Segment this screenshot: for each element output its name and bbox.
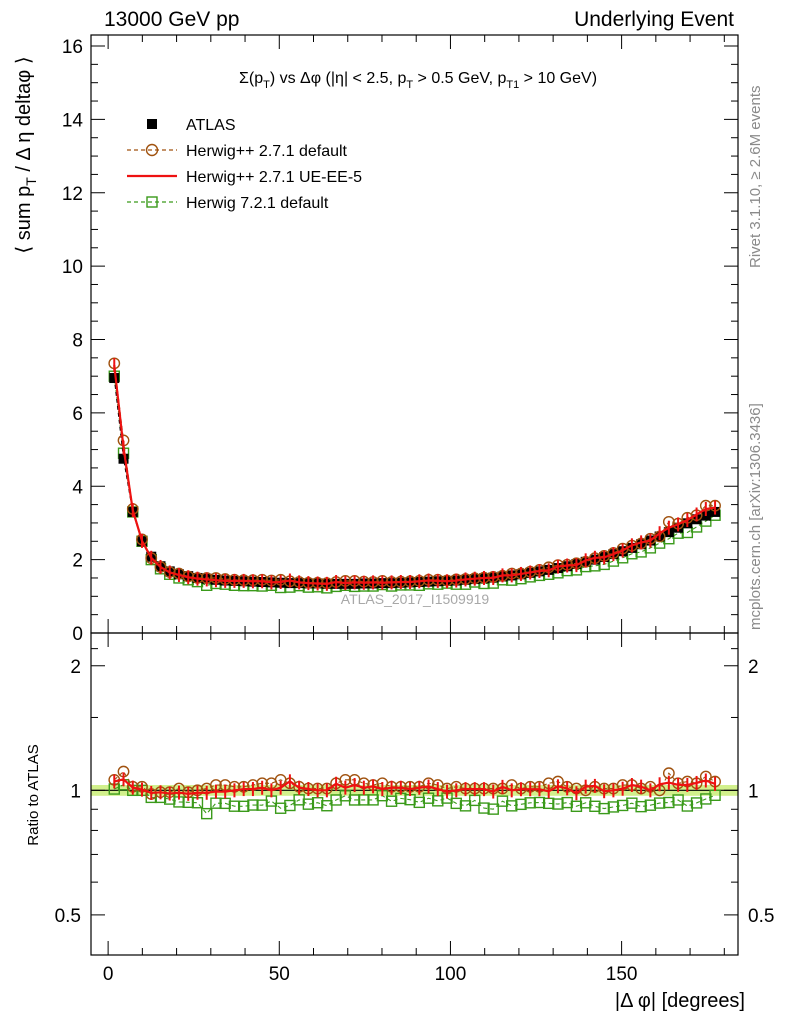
ratio-herwig7-default-point xyxy=(256,799,268,811)
ratio-herwig7-default-point xyxy=(644,799,657,811)
ratio-herwig7-default-point xyxy=(478,802,490,814)
ratio-herwig7-default-point xyxy=(367,794,379,806)
x-tick-label: 150 xyxy=(606,964,638,985)
legend-label-herwigpp-default: Herwig++ 2.7.1 default xyxy=(186,143,348,160)
ratio-herwig7-default-point xyxy=(237,800,250,813)
herwigpp-ueee5-series xyxy=(113,358,717,591)
ratio-y-tick-label: 1 xyxy=(70,781,81,802)
rivet-version-label: Rivet 3.1.10, ≥ 2.6M events xyxy=(747,85,764,269)
ratio-herwig7-default-point xyxy=(653,797,666,809)
ratio-herwig7-default-point xyxy=(552,798,564,810)
legend-entry-atlas: ATLAS xyxy=(147,117,236,134)
ratio-herwig7-default-point xyxy=(607,801,620,813)
ratio-y-tick-label-right: 2 xyxy=(748,657,759,678)
ratio-herwig7-default-point xyxy=(635,800,647,813)
legend: ATLAS Herwig++ 2.7.1 default Herwig++ 2.… xyxy=(127,117,362,212)
plot-title: Σ(pT) vs Δφ (|η| < 2.5, pT > 0.5 GeV, pT… xyxy=(239,70,597,91)
ratio-herwig7-default-point xyxy=(413,796,425,809)
main-y-tick-label: 8 xyxy=(72,331,83,352)
x-tick-label: 0 xyxy=(103,964,114,985)
legend-label-herwigpp-ueee5: Herwig++ 2.7.1 UE-EE-5 xyxy=(186,169,362,186)
herwigpp-default-series xyxy=(108,357,721,590)
ratio-herwig7-default-point xyxy=(247,799,259,811)
main-y-tick-label: 10 xyxy=(62,257,83,278)
ratio-herwig7-default-point xyxy=(579,797,592,809)
ratio-herwig7-default-point xyxy=(700,793,712,805)
ratio-herwig7-default-point xyxy=(533,796,546,809)
ratio-herwig7-default-point xyxy=(201,807,213,820)
ratio-y-tick-label-right: 1 xyxy=(748,781,759,802)
main-y-tick-label: 4 xyxy=(72,477,83,498)
ratio-herwig7-default-point xyxy=(672,794,684,806)
atlas-data-point xyxy=(109,373,120,384)
legend-marker-atlas xyxy=(147,119,157,129)
main-y-tick-label: 2 xyxy=(72,551,83,572)
ratio-herwig7-default-point xyxy=(348,794,361,806)
ratio-herwig7-default-point xyxy=(681,800,694,812)
ratio-herwig7-default-point xyxy=(598,802,610,815)
main-y-tick-label: 6 xyxy=(72,404,83,425)
ratio-herwig7-default-point xyxy=(690,797,703,809)
header-left: 13000 GeV pp xyxy=(104,8,240,31)
ratio-herwig7-default-point xyxy=(616,799,629,812)
main-y-tick-label: 0 xyxy=(72,624,83,645)
ratio-herwig7-default-point xyxy=(515,798,527,811)
ratio-herwig7-default-point xyxy=(321,800,333,812)
header-right: Underlying Event xyxy=(574,8,734,31)
ratio-herwig7-default-point xyxy=(589,800,601,812)
x-tick-label: 100 xyxy=(435,964,467,985)
ratio-herwig7-default-point xyxy=(311,797,324,809)
ratio-herwig7-default-point xyxy=(265,795,278,807)
atlas-data-series xyxy=(109,373,721,589)
ratio-herwig7-default-point xyxy=(432,795,444,807)
main-y-axis-label: ⟨ sum pT / Δ η deltaφ ⟩ xyxy=(13,56,39,253)
ratio-herwig7-default-point xyxy=(487,803,499,815)
legend-entry-herwigpp-ueee5: Herwig++ 2.7.1 UE-EE-5 xyxy=(127,169,362,186)
ratio-herwig7-default-point xyxy=(385,795,398,807)
ratio-herwigpp-ueee5-line xyxy=(114,778,716,795)
ratio-y-tick-label: 2 xyxy=(70,657,81,678)
ratio-herwig7-default-point xyxy=(330,794,342,806)
legend-marker-herwig7-default xyxy=(146,196,158,208)
ratio-herwig7-default-point xyxy=(506,800,518,812)
herwigpp-ueee5-line xyxy=(113,365,716,585)
ratio-herwig7-default-point xyxy=(524,797,536,809)
main-y-tick-label: 12 xyxy=(62,184,83,205)
ratio-herwig7-default-point xyxy=(302,798,315,810)
main-y-tick-label: 16 xyxy=(62,37,83,58)
ratio-herwig7-default-point xyxy=(561,796,573,809)
ratio-plot-frame xyxy=(90,632,739,956)
ratio-herwig7-default-point xyxy=(358,794,370,806)
legend-entry-herwig7-default: Herwig 7.2.1 default xyxy=(127,195,329,212)
legend-entry-herwigpp-default: Herwig++ 2.7.1 default xyxy=(127,143,348,160)
ratio-herwig7-default-point xyxy=(274,802,287,814)
ratio-herwig7-default-point xyxy=(626,797,638,809)
legend-label-herwig7-default: Herwig 7.2.1 default xyxy=(186,195,329,212)
legend-marker-herwigpp-default xyxy=(145,143,159,157)
ratio-herwig7-default-point xyxy=(284,799,296,812)
ratio-y-tick-label: 0.5 xyxy=(55,906,81,927)
x-tick-label: 50 xyxy=(269,964,290,985)
x-axis-label: |Δ φ| [degrees] xyxy=(615,990,745,1012)
main-y-tick-label: 14 xyxy=(62,110,84,131)
ratio-herwig7-default-point xyxy=(663,796,675,809)
ratio-herwig7-default-point xyxy=(459,800,472,812)
ratio-y-axis-label: Ratio to ATLAS xyxy=(25,744,42,845)
ratio-herwigpp-ueee5-series xyxy=(113,772,717,801)
herwig7-default-series xyxy=(108,370,721,594)
legend-label-atlas: ATLAS xyxy=(186,117,236,134)
mcplots-reference-label: mcplots.cern.ch [arXiv:1306.3436] xyxy=(747,403,764,630)
ratio-y-tick-label-right: 0.5 xyxy=(748,906,774,927)
ratio-herwig7-default-point xyxy=(570,800,583,813)
watermark: ATLAS_2017_I1509919 xyxy=(341,591,490,607)
ratio-herwig7-default-point xyxy=(450,797,462,810)
atlas-data-point xyxy=(118,453,129,464)
ratio-herwig7-default-point xyxy=(228,800,241,812)
